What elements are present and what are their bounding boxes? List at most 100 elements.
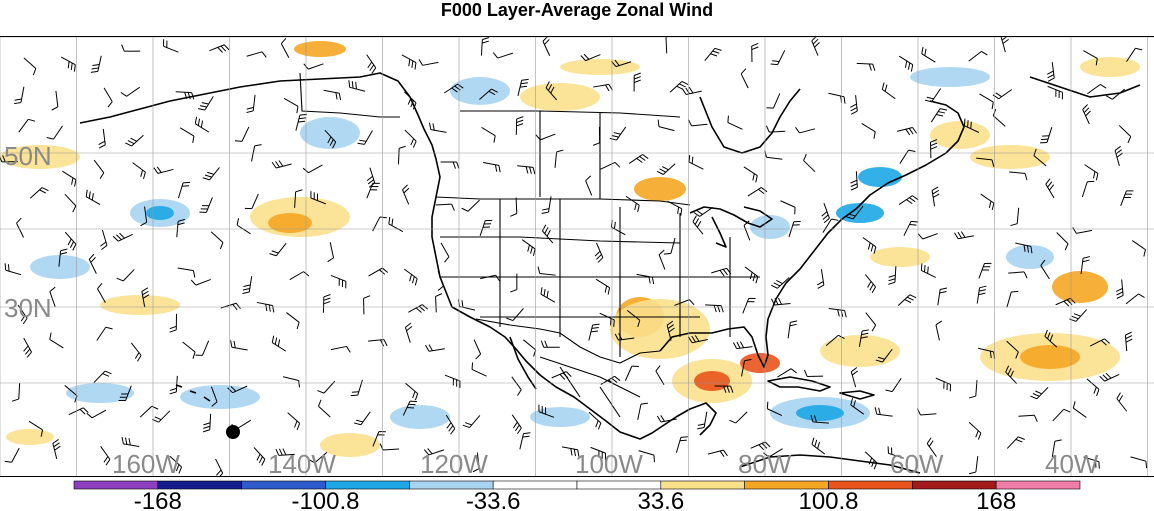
wind-barb: [93, 159, 105, 179]
wind-anomaly-patch: [268, 213, 312, 233]
wind-barb: [862, 237, 877, 254]
wind-barb: [917, 408, 937, 416]
wind-barb: [1124, 331, 1133, 352]
wind-barb: [1040, 259, 1050, 280]
wind-barb: [811, 37, 820, 56]
wind-anomaly-patch: [1020, 345, 1080, 369]
wind-barb: [1087, 83, 1107, 95]
coastline-hispaniola: [839, 390, 875, 400]
wind-barb: [850, 171, 858, 191]
wind-barb: [976, 157, 995, 167]
wind-barb: [209, 44, 230, 53]
wind-barb: [275, 448, 295, 456]
wind-barb: [666, 320, 675, 341]
wind-barb: [483, 161, 501, 173]
wind-barb: [740, 68, 749, 89]
wind-barb: [858, 329, 870, 348]
wind-barb: [787, 320, 798, 339]
wind-barb: [330, 345, 351, 353]
wind-barb: [366, 167, 376, 188]
wind-barb: [1080, 256, 1091, 275]
lon-label-40w: 40W: [1045, 449, 1099, 477]
wind-map: 50N 30N 160W 140W 120W 100W 80W 60W 40W: [0, 36, 1154, 477]
wind-barb: [324, 129, 337, 149]
wind-barb: [0, 155, 18, 163]
wind-barb: [112, 232, 133, 242]
wind-barb: [1118, 125, 1132, 144]
wind-barb: [888, 266, 897, 285]
wind-barb: [821, 202, 830, 224]
wind-barb: [408, 304, 428, 313]
wind-barb: [1120, 190, 1134, 207]
wind-barb: [1114, 145, 1123, 167]
wind-barb: [444, 374, 461, 388]
wind-barb: [1009, 171, 1028, 181]
wind-barb: [777, 368, 797, 378]
wind-barb: [626, 309, 641, 328]
wind-barb: [963, 118, 980, 133]
border-canada-provinces: [460, 110, 681, 199]
wind-barb: [52, 438, 61, 460]
wind-barb: [515, 116, 524, 135]
wind-barb: [609, 126, 627, 141]
lon-label-160w: 160W: [112, 449, 180, 477]
wind-barb: [898, 195, 919, 205]
wind-barb: [697, 411, 708, 430]
wind-barb: [810, 415, 829, 424]
colorbar-labels: -168 -100.8 -33.6 33.6 100.8 168: [134, 488, 1016, 511]
wind-barb: [103, 87, 113, 108]
wind-barb: [535, 133, 556, 141]
coastline-baja: [509, 336, 537, 390]
wind-barb: [23, 337, 32, 358]
wind-barb: [88, 253, 97, 274]
wind-barb: [437, 270, 444, 291]
wind-barb: [770, 297, 791, 306]
wind-barb: [743, 166, 758, 183]
wind-anomaly-patch: [520, 83, 600, 111]
wind-anomaly-patch: [100, 295, 180, 315]
wind-barb: [190, 278, 211, 286]
wind-barb: [327, 242, 335, 263]
coastline-hudson-bay: [699, 88, 801, 154]
wind-barb: [992, 89, 1013, 100]
wind-barb: [780, 200, 796, 215]
wind-barb: [462, 415, 481, 429]
wind-barb: [1125, 293, 1145, 305]
colorbar: -168 -100.8 -33.6 33.6 100.8 168: [73, 480, 1081, 511]
coastlines: [79, 72, 1141, 474]
wind-barb: [357, 130, 373, 145]
wind-barb: [744, 266, 759, 284]
lon-label-80w: 80W: [738, 449, 792, 477]
coastline-north-america-west: [79, 72, 677, 440]
wind-barb: [1051, 439, 1062, 458]
wind-barb: [317, 399, 331, 418]
wind-barb: [714, 385, 734, 393]
wind-barb: [937, 287, 948, 306]
wind-barb: [350, 379, 363, 397]
wind-barb: [246, 94, 256, 114]
wind-barb: [896, 127, 917, 136]
wind-barb: [705, 304, 724, 313]
wind-barb: [741, 358, 752, 377]
wind-barb: [968, 456, 979, 475]
wind-anomaly-patch: [870, 247, 930, 267]
wind-barb: [538, 404, 555, 418]
wind-barb: [163, 39, 179, 53]
wind-barb: [856, 62, 876, 71]
wind-barb: [182, 341, 196, 359]
wind-barb: [803, 153, 816, 173]
wind-barb: [197, 96, 214, 111]
wind-barb: [750, 441, 771, 451]
wind-barb: [874, 407, 893, 417]
wind-barb: [244, 193, 259, 210]
wind-barb: [418, 59, 439, 66]
colorbar-label: 33.6: [637, 488, 684, 511]
wind-barb: [236, 218, 251, 235]
wind-barb: [924, 88, 942, 103]
wind-barb: [323, 89, 342, 101]
wind-barb: [766, 93, 781, 109]
wind-barb: [280, 37, 290, 58]
wind-barb: [595, 278, 611, 295]
wind-anomaly-patch: [66, 383, 134, 403]
wind-barb: [770, 50, 786, 66]
